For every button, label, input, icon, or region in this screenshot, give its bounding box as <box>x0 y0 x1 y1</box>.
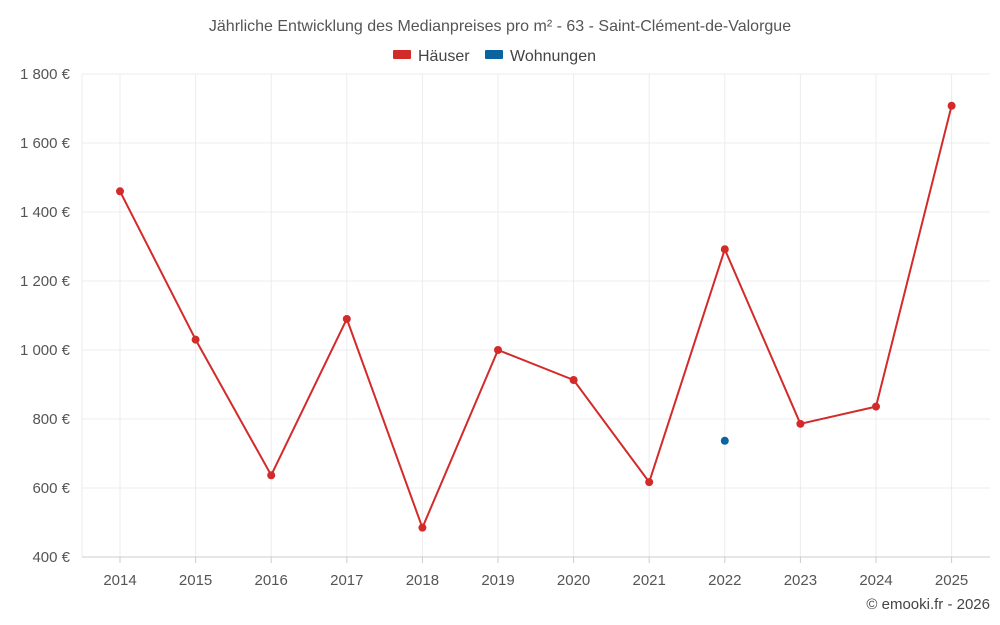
y-tick-label: 400 € <box>32 549 70 566</box>
data-point[interactable] <box>720 245 729 254</box>
x-tick-label: 2021 <box>633 572 666 589</box>
legend: Häuser Wohnungen <box>393 48 596 65</box>
x-axis: 2014 2015 2016 2017 2018 2019 2020 2021 2022 2023… <box>82 556 990 589</box>
legend-swatch-houses <box>393 50 411 59</box>
x-tick-label: 2015 <box>179 572 212 589</box>
x-tick-label: 2023 <box>784 572 817 589</box>
y-tick-label: 800 € <box>32 411 70 428</box>
y-tick-label: 1 400 € <box>20 204 71 221</box>
y-tick-label: 1 200 € <box>20 273 71 290</box>
x-tick-label: 2016 <box>255 572 288 589</box>
data-point[interactable] <box>720 436 729 445</box>
x-tick-label: 2025 <box>935 572 968 589</box>
data-point[interactable] <box>872 402 880 411</box>
legend-item-apartments[interactable]: Wohnungen <box>485 48 596 65</box>
y-tick-label: 1 000 € <box>20 342 71 359</box>
y-tick-label: 600 € <box>32 480 70 497</box>
grid <box>81 73 990 557</box>
series-houses <box>116 101 956 532</box>
y-tick-label: 1 800 € <box>20 66 71 83</box>
legend-item-houses[interactable]: Häuser <box>393 48 470 65</box>
y-axis: 400 € 600 € 800 € 1 000 € 1 200 € 1 400 € 1 60… <box>20 66 71 566</box>
x-tick-label: 2020 <box>557 572 590 589</box>
data-point[interactable] <box>796 419 805 428</box>
legend-label-apartments: Wohnungen <box>510 48 596 65</box>
x-tick-label: 2022 <box>708 572 741 589</box>
data-point[interactable] <box>494 346 502 354</box>
data-point[interactable] <box>116 187 124 196</box>
series <box>116 101 956 532</box>
data-point[interactable] <box>418 523 427 532</box>
legend-label-houses: Häuser <box>418 48 470 65</box>
data-point[interactable] <box>645 478 654 487</box>
x-tick-label: 2024 <box>859 572 892 589</box>
data-point[interactable] <box>342 314 351 323</box>
x-tick-label: 2017 <box>330 572 363 589</box>
series-apartments <box>720 436 729 445</box>
data-point[interactable] <box>569 376 578 385</box>
chart-title: Jährliche Entwicklung des Medianpreises … <box>209 18 791 35</box>
legend-swatch-apartments <box>485 50 503 59</box>
y-tick-label: 1 600 € <box>20 135 71 152</box>
x-tick-label: 2018 <box>406 572 439 589</box>
series-line <box>119 105 953 529</box>
x-tick-label: 2014 <box>103 572 136 589</box>
credit: © emooki.fr - 2026 <box>866 596 990 613</box>
data-point[interactable] <box>267 471 276 480</box>
data-point[interactable] <box>947 101 956 110</box>
x-tick-label: 2019 <box>481 572 514 589</box>
data-point[interactable] <box>191 335 200 344</box>
